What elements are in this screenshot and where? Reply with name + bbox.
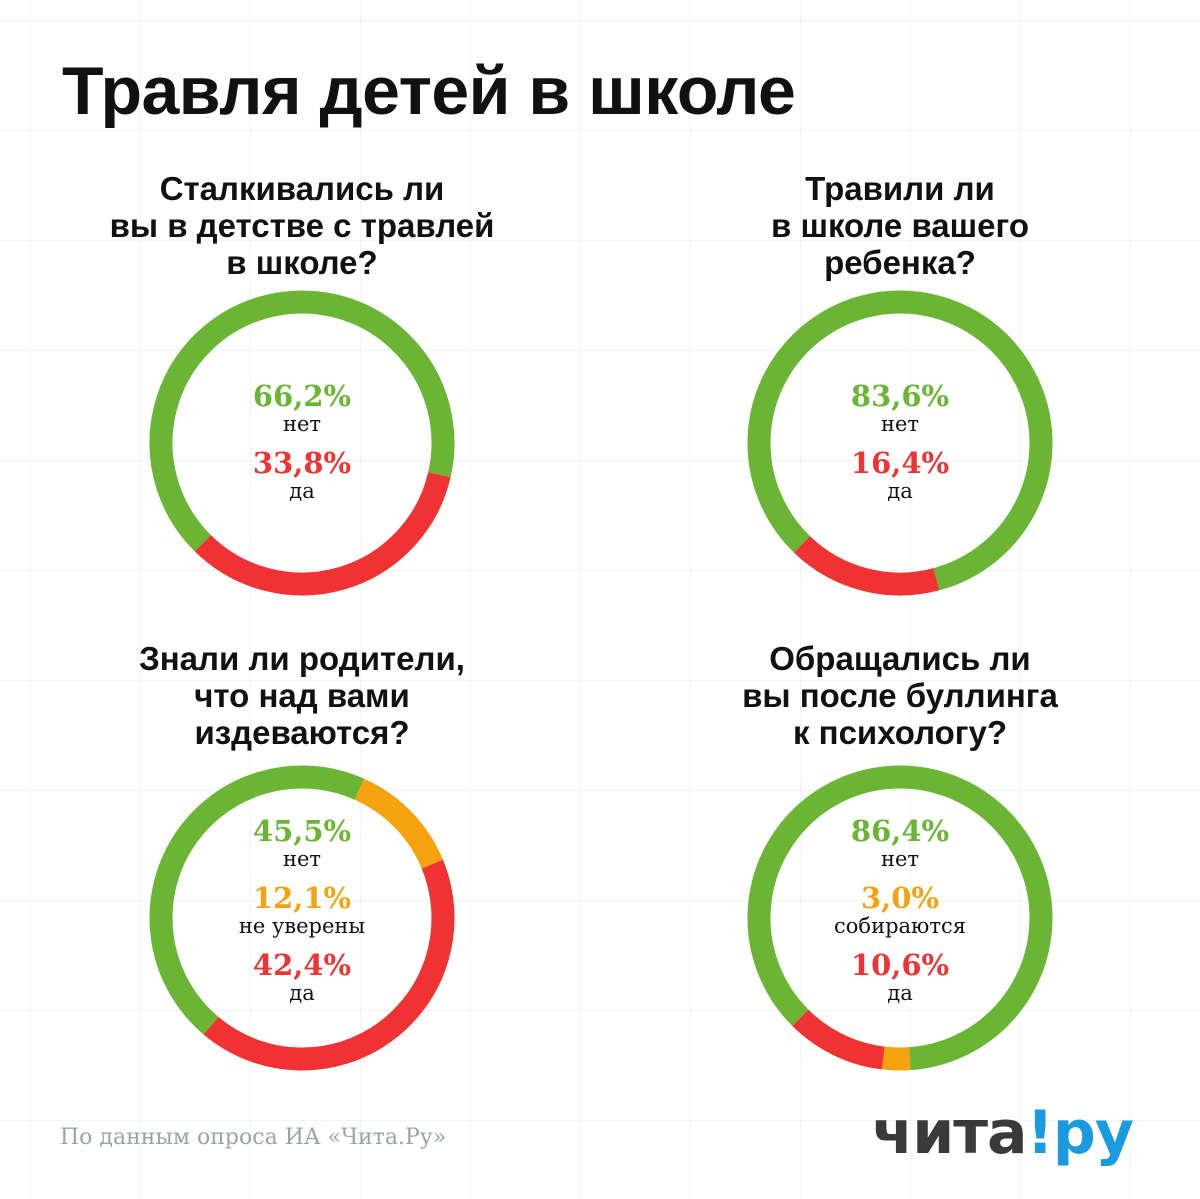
logo-mark: ! xyxy=(1026,1098,1054,1168)
donut-chart xyxy=(149,290,455,596)
chart-question-line: Знали ли родители, xyxy=(139,640,465,677)
donut-chart xyxy=(149,765,455,1071)
donut-segment-da xyxy=(792,1009,885,1070)
page-title: Травля детей в школе xyxy=(62,53,796,129)
category-label: да xyxy=(887,479,913,503)
chart-question-line: Обращались ли xyxy=(769,640,1031,677)
logo-part2: ру xyxy=(1052,1098,1134,1168)
chart-question-line: к психологу? xyxy=(792,714,1008,751)
chart-question-line: что над вами xyxy=(194,677,410,714)
percent-value: 66,2% xyxy=(252,379,352,413)
donut-chart xyxy=(747,290,1053,596)
donut-segment-da xyxy=(203,859,455,1071)
category-label: нет xyxy=(282,412,322,436)
percent-value: 83,6% xyxy=(850,379,950,413)
chart-question-line: вы в детстве с травлей xyxy=(109,207,495,244)
chart-question: Знали ли родители, что над вами издеваются… xyxy=(42,640,562,751)
category-label: нет xyxy=(880,412,920,436)
percent-value: 16,4% xyxy=(850,446,950,480)
donut-segment-da xyxy=(793,535,940,596)
donut-segment-net xyxy=(747,290,1053,591)
chart-question-line: ребенка? xyxy=(824,244,976,281)
donut-segment-other xyxy=(354,778,443,869)
chart-question: Травили ли в школе вашего ребенка? xyxy=(640,170,1160,281)
donut-segment-net xyxy=(149,290,455,552)
percent-value: 33,8% xyxy=(252,446,352,480)
donut-labels: 83,6% нет 16,4% да xyxy=(770,380,1030,514)
percent-value: 3,0% xyxy=(860,881,939,915)
percent-value: 12,1% xyxy=(252,881,352,915)
chart-question-line: вы после буллинга xyxy=(742,677,1058,714)
logo: чита!ру xyxy=(872,1098,1134,1168)
donut-labels: 45,5% нет 12,1% не уверены 42,4% да xyxy=(172,815,432,1016)
donut-segment-other xyxy=(881,1046,911,1071)
donut-segment-net xyxy=(747,765,1053,1071)
category-label: нет xyxy=(880,847,920,871)
donut-segment-net xyxy=(149,765,365,1035)
category-label: не уверены xyxy=(238,914,366,938)
category-label: собираются xyxy=(834,914,966,938)
chart-question-line: издеваются? xyxy=(194,714,410,751)
percent-value: 42,4% xyxy=(252,948,352,982)
chart-question: Обращались ли вы после буллинга к психолог… xyxy=(640,640,1160,751)
chart-question-line: в школе вашего xyxy=(771,207,1029,244)
source-note: По данным опроса ИА «Чита.Ру» xyxy=(60,1125,447,1150)
chart-question-line: в школе? xyxy=(226,244,378,281)
logo-part1: чита xyxy=(872,1098,1027,1168)
percent-value: 86,4% xyxy=(850,814,950,848)
donut-labels: 86,4% нет 3,0% собираются 10,6% да xyxy=(770,815,1030,1016)
donut-chart xyxy=(747,765,1053,1071)
category-label: нет xyxy=(282,847,322,871)
chart-question: Сталкивались ли вы в детстве с травлей в ш… xyxy=(42,170,562,281)
chart-question-line: Травили ли xyxy=(805,170,995,207)
percent-value: 10,6% xyxy=(850,948,950,982)
category-label: да xyxy=(289,479,315,503)
chart-question-line: Сталкивались ли xyxy=(159,170,445,207)
category-label: да xyxy=(887,981,913,1005)
donut-labels: 66,2% нет 33,8% да xyxy=(172,380,432,514)
category-label: да xyxy=(289,981,315,1005)
percent-value: 45,5% xyxy=(252,814,352,848)
donut-segment-da xyxy=(194,472,451,596)
